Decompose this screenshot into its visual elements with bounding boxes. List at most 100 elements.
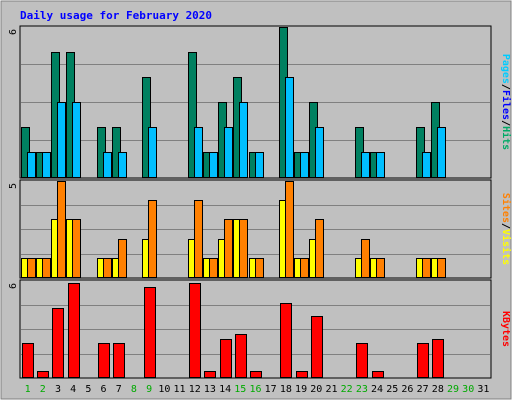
legend-label: /	[500, 84, 511, 90]
x-tick-label: 3	[55, 384, 61, 395]
bar-kbytes-day-9	[144, 287, 156, 378]
bar-kbytes-day-12	[189, 283, 201, 378]
bar-sites-day-16	[255, 258, 264, 278]
bar-kbytes-day-6	[98, 343, 110, 378]
x-axis-day-labels: 1 2 3 4 5 6 7 8 9 10 11 12 13 14 15 16 17 18 19 20 21 22 23 24 2…	[25, 384, 490, 395]
x-tick-label: 19	[295, 384, 307, 395]
legend-label: Files	[500, 90, 512, 120]
x-tick-label: 6	[101, 384, 107, 395]
bar-sites-day-12	[194, 200, 203, 278]
bar-files-day-15	[239, 102, 248, 178]
x-tick-label: 14	[219, 384, 231, 395]
x-tick-label: 22	[341, 384, 353, 395]
bar-sites-day-24	[376, 258, 385, 278]
bar-sites-day-7	[118, 239, 127, 278]
bar-sites-day-15	[239, 219, 248, 278]
bar-hits-day-12	[188, 52, 197, 178]
bar-kbytes-day-24	[372, 371, 384, 378]
series-visits	[21, 200, 440, 278]
panel-visits-sites: 5 Sites/Visits	[8, 179, 512, 279]
legend-label: Visits	[500, 229, 512, 265]
x-tick-label: 21	[325, 384, 337, 395]
x-tick-label: 12	[189, 384, 201, 395]
series-legend: KBytes	[500, 311, 511, 347]
bar-files-day-3	[57, 102, 66, 178]
x-tick-label: 15	[234, 384, 246, 395]
bar-kbytes-day-23	[356, 343, 368, 378]
x-tick-label: 13	[204, 384, 216, 395]
x-tick-label: 29	[447, 384, 459, 395]
panel-kbytes: 6 KBytes	[8, 279, 511, 379]
bar-files-day-4	[72, 102, 81, 178]
bar-kbytes-day-4	[68, 283, 80, 378]
bar-kbytes-day-28	[432, 339, 444, 378]
legend-label: Sites	[500, 193, 512, 223]
bar-sites-day-18	[285, 181, 294, 278]
legend-label: /	[500, 120, 511, 126]
x-tick-label: 27	[417, 384, 429, 395]
bar-files-day-24	[376, 152, 385, 178]
bar-files-day-6	[103, 152, 112, 178]
x-tick-label: 1	[25, 384, 31, 395]
bar-sites-day-20	[315, 219, 324, 278]
bar-kbytes-day-14	[220, 339, 232, 378]
x-tick-label: 31	[477, 384, 489, 395]
legend-label: Hits	[500, 126, 512, 150]
legend-label: /	[500, 223, 511, 229]
x-tick-label: 25	[386, 384, 398, 395]
x-tick-label: 5	[85, 384, 91, 395]
y-axis-max-label: 5	[8, 183, 19, 189]
bar-kbytes-day-20	[311, 316, 323, 378]
bar-files-day-16	[255, 152, 264, 178]
bar-kbytes-day-1	[22, 343, 34, 378]
x-tick-label: 28	[432, 384, 444, 395]
bar-sites-day-1	[27, 258, 36, 278]
x-tick-label: 7	[116, 384, 122, 395]
bar-files-day-20	[315, 127, 324, 178]
series-kbytes	[22, 283, 444, 378]
bar-kbytes-day-2	[37, 371, 49, 378]
bar-kbytes-day-19	[296, 371, 308, 378]
x-tick-label: 30	[462, 384, 474, 395]
bar-kbytes-day-16	[250, 371, 262, 378]
bar-sites-day-13	[209, 258, 218, 278]
series-legend: Sites/Visits	[500, 193, 512, 265]
legend-label: KBytes	[500, 311, 511, 347]
x-tick-label: 26	[401, 384, 413, 395]
x-tick-label: 16	[249, 384, 261, 395]
x-tick-label: 18	[280, 384, 292, 395]
x-tick-label: 24	[371, 384, 383, 395]
x-tick-label: 20	[310, 384, 322, 395]
x-tick-label: 4	[70, 384, 76, 395]
bar-sites-day-28	[437, 258, 446, 278]
chart-title: Daily usage for February 2020	[20, 9, 212, 22]
y-axis-max-label: 6	[8, 283, 19, 289]
legend-label: Pages	[500, 54, 511, 84]
series-files	[27, 77, 446, 178]
bar-sites-day-27	[422, 258, 431, 278]
bar-files-day-1	[27, 152, 36, 178]
bar-files-day-18	[285, 77, 294, 178]
x-tick-label: 8	[131, 384, 137, 395]
bar-sites-day-3	[57, 181, 66, 278]
bar-files-day-13	[209, 152, 218, 178]
x-tick-label: 2	[40, 384, 46, 395]
series-sites	[27, 181, 446, 278]
bar-files-day-7	[118, 152, 127, 178]
bar-sites-day-6	[103, 258, 112, 278]
y-axis-max-label: 6	[8, 29, 19, 35]
x-tick-label: 11	[174, 384, 186, 395]
bar-files-day-14	[224, 127, 233, 178]
bar-files-day-12	[194, 127, 203, 178]
bar-kbytes-day-18	[280, 303, 292, 378]
x-tick-label: 10	[158, 384, 170, 395]
bar-sites-day-2	[42, 258, 51, 278]
bar-kbytes-day-7	[113, 343, 125, 378]
bar-kbytes-day-27	[417, 343, 429, 378]
bar-files-day-19	[300, 152, 309, 178]
bar-sites-day-23	[361, 239, 370, 278]
bar-sites-day-9	[148, 200, 157, 278]
bar-sites-day-14	[224, 219, 233, 278]
